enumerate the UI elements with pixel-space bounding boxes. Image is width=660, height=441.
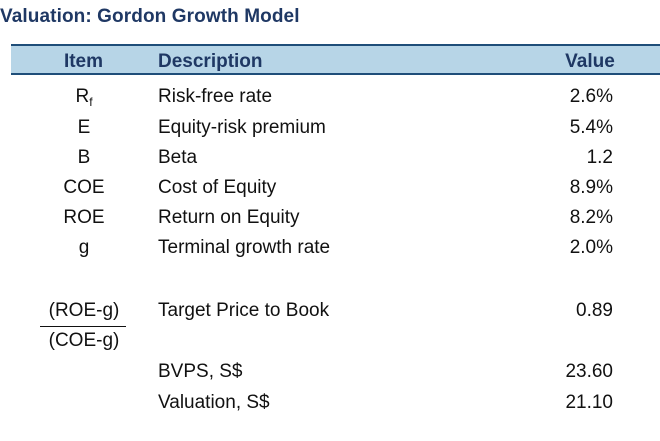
fraction-denominator: (COE-g) bbox=[48, 330, 120, 351]
row-description-beta: Beta bbox=[158, 147, 198, 168]
table-header-band bbox=[11, 44, 660, 75]
row-description-bvps: BVPS, S$ bbox=[158, 361, 243, 382]
row-description-equity-risk: Equity-risk premium bbox=[158, 117, 326, 138]
row-description-roe: Return on Equity bbox=[158, 207, 300, 228]
row-item-equity-risk: E bbox=[77, 117, 91, 138]
item-subscript: f bbox=[89, 95, 93, 109]
row-item-risk-free: Rf bbox=[34, 86, 134, 109]
row-value-valuation: 21.10 bbox=[565, 392, 613, 413]
row-value-beta: 1.2 bbox=[586, 147, 613, 168]
row-description-growth: Terminal growth rate bbox=[158, 237, 331, 258]
item-symbol: R bbox=[75, 86, 90, 107]
page-title: Valuation: Gordon Growth Model bbox=[0, 6, 300, 27]
column-header-item: Item bbox=[63, 51, 104, 72]
row-value-bvps: 23.60 bbox=[565, 361, 613, 382]
row-value-target-pb: 0.89 bbox=[576, 300, 613, 321]
row-value-risk-free: 2.6% bbox=[569, 86, 613, 107]
column-header-value: Value bbox=[565, 51, 615, 72]
row-item-growth: g bbox=[78, 237, 90, 258]
row-value-growth: 2.0% bbox=[569, 237, 613, 258]
row-description-valuation: Valuation, S$ bbox=[158, 392, 270, 413]
row-value-equity-risk: 5.4% bbox=[569, 117, 613, 138]
row-item-beta: B bbox=[77, 147, 91, 168]
row-description-risk-free: Risk-free rate bbox=[158, 86, 273, 107]
row-description-coe: Cost of Equity bbox=[158, 177, 277, 198]
column-header-description: Description bbox=[158, 51, 263, 72]
row-value-coe: 8.9% bbox=[569, 177, 613, 198]
row-description-target-pb: Target Price to Book bbox=[158, 300, 330, 321]
row-item-coe: COE bbox=[63, 177, 105, 198]
row-item-roe: ROE bbox=[63, 207, 105, 228]
fraction-bar bbox=[40, 326, 126, 327]
row-value-roe: 8.2% bbox=[569, 207, 613, 228]
fraction-numerator: (ROE-g) bbox=[48, 300, 120, 321]
